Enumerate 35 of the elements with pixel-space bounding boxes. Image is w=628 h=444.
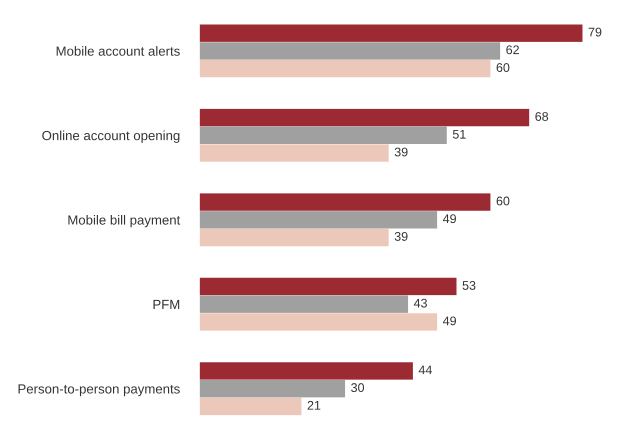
data-label: 51	[452, 130, 466, 139]
bar	[200, 296, 408, 313]
bar	[200, 60, 490, 78]
data-label: 21	[308, 400, 320, 410]
bar	[200, 362, 413, 380]
data-label: 53	[462, 280, 476, 290]
data-label: 30	[351, 383, 364, 392]
y-tick-label: PFM	[153, 300, 180, 310]
data-label: 60	[496, 63, 510, 72]
data-label: 79	[588, 28, 602, 37]
data-label: 44	[418, 366, 432, 374]
bar	[200, 313, 438, 331]
bar	[200, 278, 457, 296]
y-tick-label: Mobile account alerts	[56, 46, 180, 56]
data-label: 49	[442, 316, 456, 326]
bar	[200, 193, 490, 211]
bar	[200, 228, 389, 246]
data-label: 39	[394, 232, 408, 241]
bar	[200, 126, 447, 144]
data-label: 60	[496, 196, 510, 206]
y-tick-label: Mobile bill payment	[68, 215, 180, 228]
bar	[200, 380, 346, 398]
bar	[200, 42, 500, 60]
bar	[200, 108, 530, 126]
bar	[200, 24, 582, 42]
bar	[200, 398, 302, 416]
data-label: 39	[394, 148, 408, 156]
bar	[200, 211, 438, 228]
data-label: 49	[442, 214, 456, 224]
y-tick-label: Person-to-person payments	[18, 384, 180, 396]
y-tick-label: Online account opening	[42, 130, 180, 143]
data-label: 68	[535, 112, 548, 121]
data-label: 43	[414, 298, 427, 308]
bar	[200, 144, 389, 162]
data-label: 62	[506, 45, 519, 54]
